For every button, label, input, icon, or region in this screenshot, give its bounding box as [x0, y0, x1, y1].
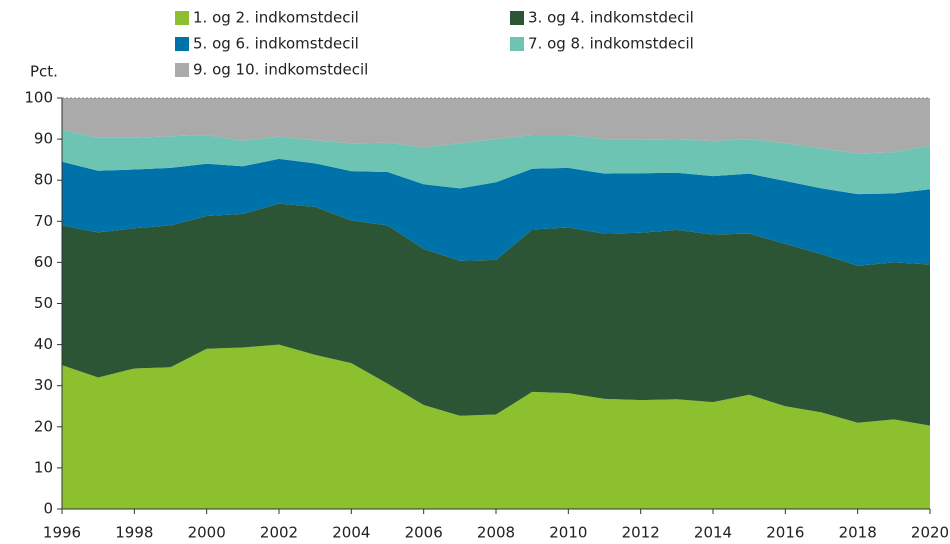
legend-swatch	[510, 11, 524, 25]
x-tick-label: 2020	[911, 524, 949, 542]
legend-label: 9. og 10. indkomstdecil	[193, 61, 368, 79]
y-tick-label: 80	[34, 171, 53, 189]
x-tick-label: 2018	[839, 524, 877, 542]
y-tick-label: 0	[43, 500, 53, 518]
y-tick-label: 70	[34, 212, 53, 230]
y-tick-label: 100	[24, 89, 53, 107]
x-tick-label: 2004	[332, 524, 370, 542]
x-tick-label: 2012	[622, 524, 660, 542]
legend-label: 1. og 2. indkomstdecil	[193, 9, 359, 27]
y-tick-label: 50	[34, 294, 53, 312]
x-tick-label: 2016	[766, 524, 804, 542]
y-tick-label: 30	[34, 376, 53, 394]
area	[62, 203, 930, 426]
y-tick-label: 20	[34, 417, 53, 435]
area	[62, 129, 930, 195]
x-tick-label: 2000	[188, 524, 226, 542]
legend-swatch	[510, 37, 524, 51]
x-tick-label: 2010	[549, 524, 587, 542]
legend-label: 5. og 6. indkomstdecil	[193, 35, 359, 53]
area	[62, 158, 930, 266]
x-tick-label: 1996	[43, 524, 81, 542]
x-tick-label: 2008	[477, 524, 515, 542]
legend-swatch	[175, 37, 189, 51]
x-tick-label: 2014	[694, 524, 732, 542]
x-tick-label: 1998	[115, 524, 153, 542]
area	[62, 344, 930, 509]
y-axis-label: Pct.	[30, 63, 58, 81]
area	[62, 98, 930, 154]
x-tick-label: 2006	[405, 524, 443, 542]
x-tick-label: 2002	[260, 524, 298, 542]
y-tick-label: 10	[34, 458, 53, 476]
y-tick-label: 60	[34, 253, 53, 271]
legend-label: 7. og 8. indkomstdecil	[528, 35, 694, 53]
legend-label: 3. og 4. indkomstdecil	[528, 9, 694, 27]
legend-swatch	[175, 63, 189, 77]
y-tick-label: 90	[34, 130, 53, 148]
legend-swatch	[175, 11, 189, 25]
y-tick-label: 40	[34, 335, 53, 353]
